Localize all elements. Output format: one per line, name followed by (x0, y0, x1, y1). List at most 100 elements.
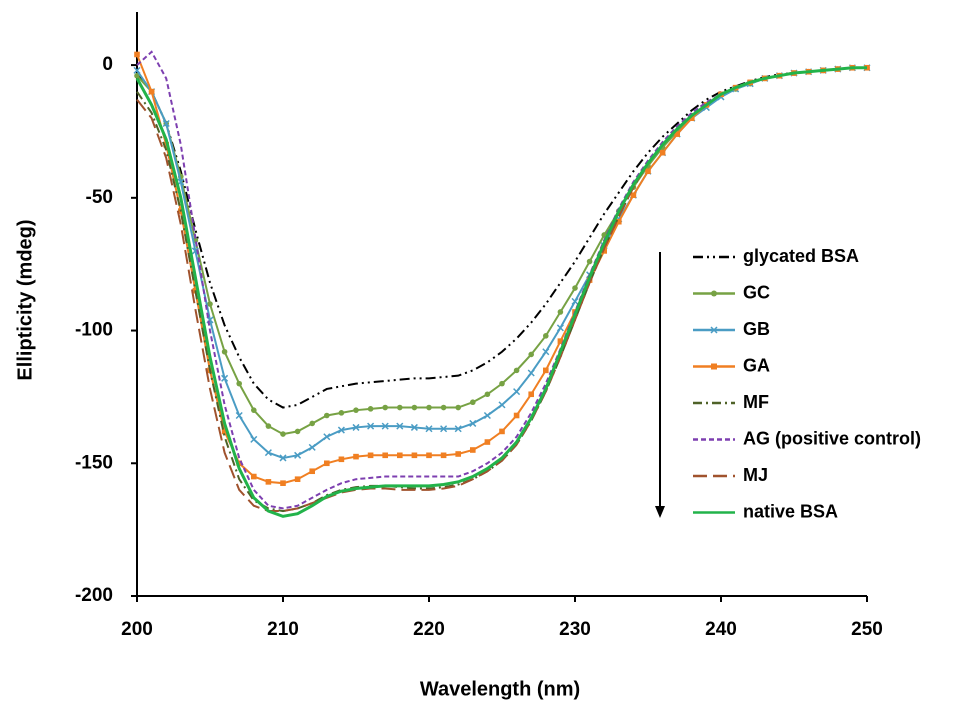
marker (455, 451, 461, 457)
marker (440, 452, 447, 459)
marker (134, 72, 140, 79)
marker (616, 218, 622, 225)
marker (382, 452, 388, 459)
x-axis-title: Wavelength (nm) (420, 678, 580, 700)
legend-marker (711, 363, 717, 370)
marker (499, 428, 505, 435)
marker (498, 401, 506, 409)
x-tick-label: 220 (413, 619, 445, 640)
marker (440, 404, 447, 411)
marker (469, 419, 477, 427)
marker (221, 428, 228, 435)
marker (250, 435, 258, 443)
marker (527, 369, 535, 377)
y-tick-label: -50 (86, 187, 113, 208)
marker (470, 399, 476, 406)
marker (483, 411, 491, 420)
marker (162, 119, 170, 128)
trend-arrow-head (655, 506, 665, 518)
marker (353, 407, 359, 413)
marker (513, 412, 520, 419)
marker (557, 338, 564, 344)
legend-label: GC (743, 282, 770, 302)
marker (265, 479, 272, 485)
marker (221, 374, 229, 382)
legend-marker (710, 326, 718, 334)
marker (309, 420, 316, 427)
marker (411, 452, 418, 459)
marker (280, 431, 286, 437)
marker (543, 367, 549, 374)
series-line (135, 66, 867, 518)
marker (207, 301, 213, 307)
marker (586, 258, 593, 265)
marker (440, 425, 448, 433)
marker (484, 439, 491, 445)
marker (323, 433, 331, 441)
marker (689, 115, 695, 121)
marker (542, 348, 550, 356)
y-tick-label: 0 (102, 54, 113, 75)
marker (513, 367, 520, 374)
y-tick-label: -200 (75, 585, 113, 606)
marker (280, 480, 286, 486)
marker (251, 473, 257, 480)
legend-label: MF (743, 392, 769, 412)
marker (279, 454, 287, 462)
marker (499, 380, 505, 387)
marker (425, 425, 433, 433)
marker (337, 426, 345, 434)
y-tick-label: -100 (75, 320, 113, 341)
marker (352, 423, 360, 431)
marker (133, 66, 141, 74)
marker (470, 447, 476, 453)
marker (528, 391, 534, 398)
marker (397, 404, 403, 411)
marker (294, 451, 302, 459)
marker (411, 404, 418, 411)
marker (571, 297, 579, 305)
marker (236, 380, 242, 387)
marker (235, 411, 243, 420)
marker (264, 449, 272, 457)
marker (382, 404, 389, 411)
series-line (136, 54, 867, 485)
marker (557, 309, 564, 315)
marker (367, 422, 375, 430)
legend-label: MJ (743, 465, 768, 485)
marker (397, 452, 403, 459)
legend-label: AG (positive control) (743, 428, 921, 448)
marker (221, 348, 228, 355)
marker (265, 423, 272, 429)
marker (148, 88, 155, 95)
marker (236, 460, 242, 467)
marker (324, 460, 330, 467)
marker (645, 168, 651, 175)
marker (454, 425, 462, 433)
marker (426, 404, 432, 411)
y-axis-title: Ellipticity (mdeg) (14, 219, 36, 380)
marker (410, 423, 418, 431)
x-tick-label: 230 (559, 619, 591, 640)
marker (367, 406, 374, 412)
marker (528, 351, 534, 358)
marker (455, 404, 462, 411)
marker (484, 391, 491, 398)
marker (543, 333, 549, 339)
marker (324, 412, 330, 419)
legend-label: GB (743, 319, 770, 339)
marker (513, 388, 521, 396)
marker (674, 131, 680, 137)
x-tick-label: 200 (121, 619, 153, 640)
marker (308, 443, 316, 451)
x-tick-label: 250 (851, 619, 883, 640)
marker (309, 468, 315, 475)
y-tick-label: -150 (75, 452, 113, 473)
marker (353, 453, 359, 460)
legend-label: glycated BSA (743, 246, 859, 266)
marker (294, 476, 301, 482)
legend-label: GA (743, 355, 770, 375)
marker (134, 51, 140, 58)
marker (251, 407, 257, 413)
